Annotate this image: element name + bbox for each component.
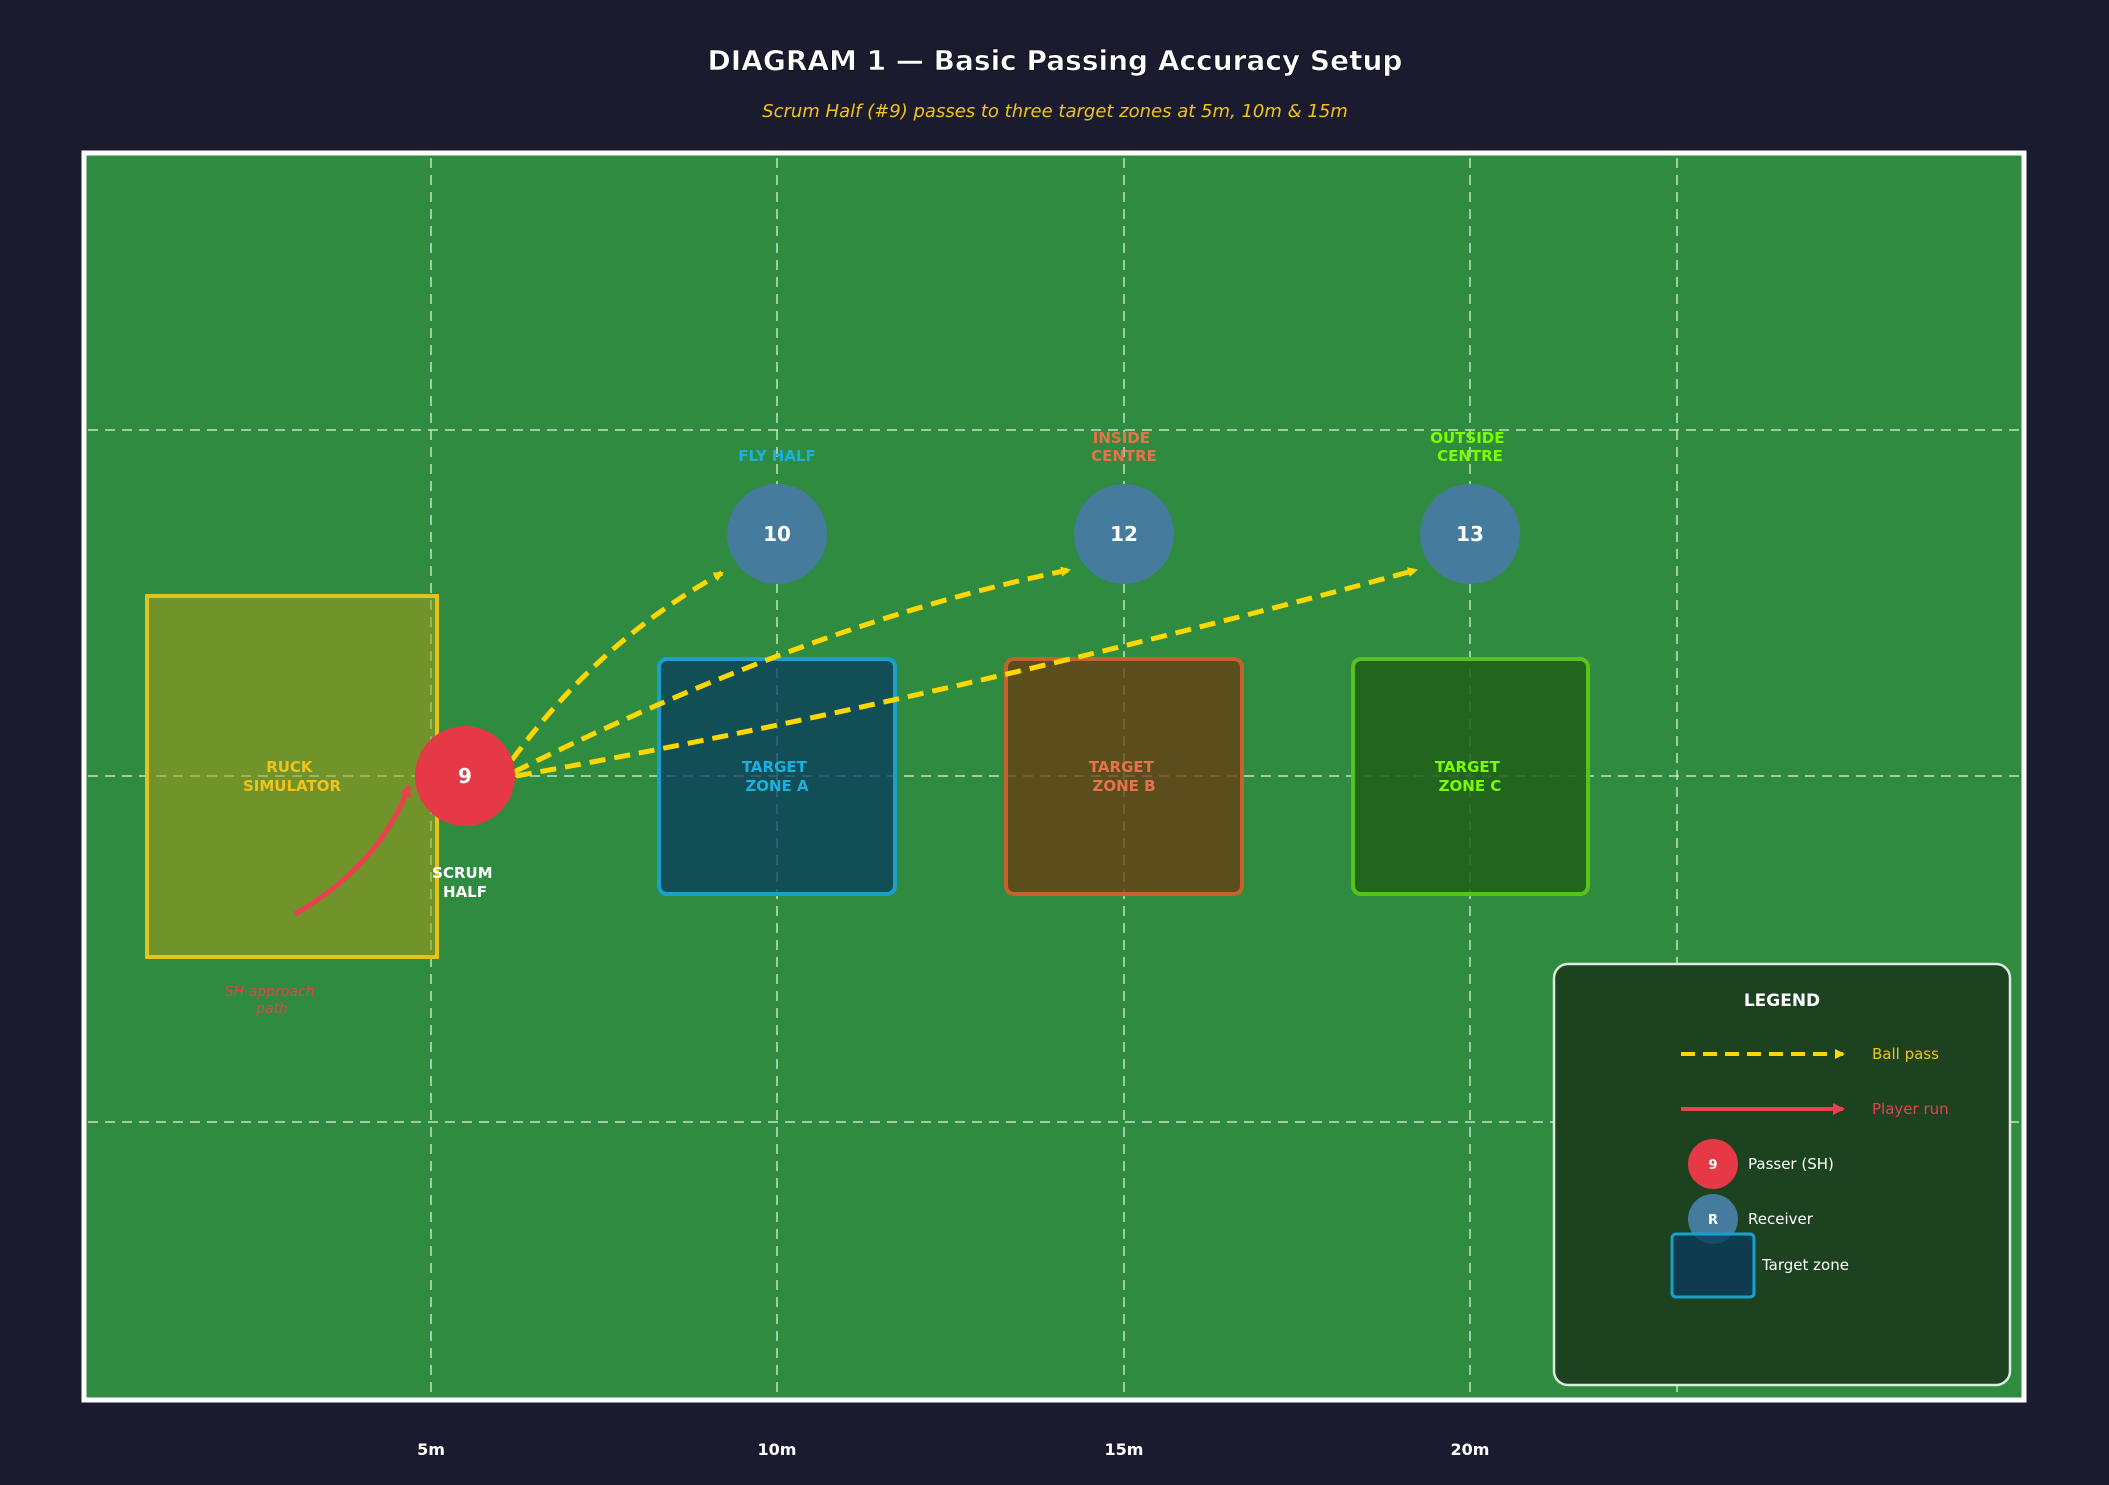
- diagram-title: DIAGRAM 1 — Basic Passing Accuracy Setup: [708, 44, 1403, 77]
- legend-target-zone-swatch: [1670, 1232, 1756, 1299]
- distance-markers: 5m 10m 15m 20m: [417, 1440, 1489, 1459]
- passer-position-label: SCRUM HALF: [432, 864, 498, 901]
- receiver-10: FLY HALF 10: [727, 447, 827, 584]
- pass-arrow-to-10: [509, 570, 724, 762]
- legend-box: [1552, 962, 2012, 1387]
- legend-passer-symbol: 9: [1708, 1158, 1717, 1173]
- receiver-12-number: 12: [1110, 522, 1138, 546]
- sh-approach-run-arrow: [293, 784, 412, 917]
- target-zone-c-box: [1351, 657, 1590, 896]
- target-zone-a: TARGET ZONE A: [657, 657, 897, 896]
- legend-target-zone-label: Target zone: [1761, 1256, 1849, 1274]
- distance-marker-10m: 10m: [758, 1440, 797, 1459]
- sh-approach-label: SH approach path: [225, 984, 319, 1017]
- receiver-10-number: 10: [763, 522, 791, 546]
- target-zone-c-label: TARGET ZONE C: [1435, 758, 1505, 795]
- receiver-12-circle: [1074, 484, 1174, 584]
- target-zone-b: TARGET ZONE B: [1004, 657, 1244, 896]
- ruck-simulator: RUCK SIMULATOR: [145, 594, 439, 959]
- legend-receiver-symbol: R: [1708, 1213, 1718, 1228]
- legend-title: LEGEND: [1744, 991, 1820, 1011]
- distance-marker-20m: 20m: [1451, 1440, 1490, 1459]
- target-zone-c: TARGET ZONE C: [1351, 657, 1590, 896]
- legend: LEGEND Ball pass Player run 9 Passer (SH…: [1552, 962, 2012, 1387]
- receiver-12: INSIDE CENTRE 12: [1074, 429, 1174, 584]
- legend-passer-label: Passer (SH): [1748, 1155, 1834, 1173]
- passer-circle: [415, 726, 515, 826]
- receiver-13-position-label: OUTSIDE CENTRE: [1430, 429, 1509, 465]
- receiver-10-position-label: FLY HALF: [738, 447, 816, 465]
- receiver-10-circle: [727, 484, 827, 584]
- receiver-13-number: 13: [1456, 522, 1484, 546]
- receiver-12-position-label: INSIDE CENTRE: [1091, 429, 1157, 465]
- passer-scrum-half: 9 SCRUM HALF: [415, 726, 515, 901]
- legend-passer-swatch: [1688, 1139, 1738, 1189]
- target-zone-a-label: TARGET ZONE A: [742, 758, 812, 795]
- receiver-13-circle: [1420, 484, 1520, 584]
- distance-marker-15m: 15m: [1105, 1440, 1144, 1459]
- target-zone-a-box: [657, 657, 897, 896]
- target-zone-b-box: [1004, 657, 1244, 896]
- diagram-subtitle: Scrum Half (#9) passes to three target z…: [762, 101, 1348, 122]
- receiver-13: OUTSIDE CENTRE 13: [1420, 429, 1520, 584]
- ruck-simulator-label: RUCK SIMULATOR: [243, 758, 341, 795]
- passer-number: 9: [458, 764, 472, 788]
- legend-player-run-label: Player run: [1872, 1100, 1949, 1118]
- target-zone-b-label: TARGET ZONE B: [1089, 758, 1159, 795]
- distance-marker-5m: 5m: [417, 1440, 445, 1459]
- legend-receiver-label: Receiver: [1748, 1210, 1814, 1228]
- legend-receiver-swatch: [1688, 1194, 1738, 1244]
- legend-ball-pass-label: Ball pass: [1872, 1045, 1939, 1063]
- ball-pass-arrows: [509, 566, 1418, 779]
- pass-arrow-to-13: [515, 567, 1418, 779]
